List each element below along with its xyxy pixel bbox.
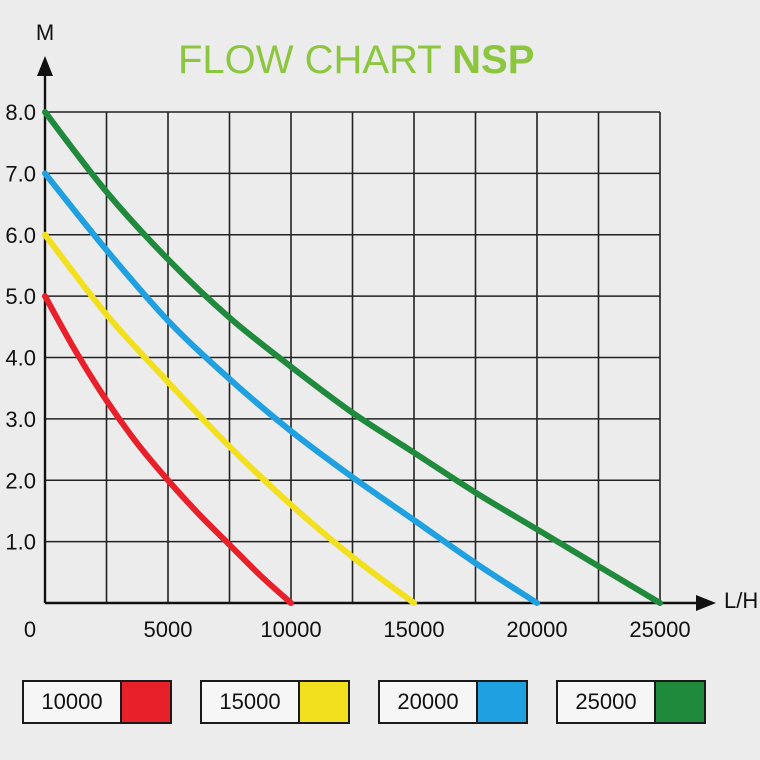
x-axis-arrow xyxy=(696,595,716,611)
x-tick-label: 5000 xyxy=(144,617,193,642)
legend-label: 20000 xyxy=(378,680,476,724)
flow-chart: 1.0 2.0 3.0 4.0 5.0 6.0 7.0 8.0 0 5000 10000 15000 2… xyxy=(5,20,758,642)
legend-swatch xyxy=(298,680,350,724)
y-tick-label: 5.0 xyxy=(5,284,36,309)
x-tick-label: 10000 xyxy=(260,617,321,642)
x-tick-label: 20000 xyxy=(506,617,567,642)
y-tick-label: 8.0 xyxy=(5,100,36,125)
y-axis-arrow xyxy=(37,56,53,76)
y-tick-label: 1.0 xyxy=(5,530,36,555)
series-line-10000 xyxy=(42,293,294,606)
y-tick-label: 6.0 xyxy=(5,223,36,248)
y-tick-label: 3.0 xyxy=(5,407,36,432)
legend-swatch xyxy=(476,680,528,724)
legend-swatch xyxy=(120,680,172,724)
x-tick-label: 15000 xyxy=(383,617,444,642)
y-tick-label: 7.0 xyxy=(5,161,36,186)
y-tick-label: 4.0 xyxy=(5,346,36,371)
legend-item: 15000 xyxy=(200,680,350,724)
series-line-25000 xyxy=(42,109,663,606)
legend-label: 10000 xyxy=(22,680,120,724)
legend-item: 25000 xyxy=(556,680,706,724)
legend-label: 25000 xyxy=(556,680,654,724)
x-tick-label: 25000 xyxy=(629,617,690,642)
chart-title: FLOW CHART NSP xyxy=(178,36,534,84)
legend-label: 15000 xyxy=(200,680,298,724)
legend-item: 10000 xyxy=(22,680,172,724)
x-axis-label: L/H xyxy=(724,588,758,613)
chart-title-bold: NSP xyxy=(452,38,535,82)
legend-swatch xyxy=(654,680,706,724)
x-tick-label: 0 xyxy=(24,617,36,642)
legend-item: 20000 xyxy=(378,680,528,724)
series-line-20000 xyxy=(42,170,540,606)
series-line-15000 xyxy=(42,231,417,606)
y-axis-label: M xyxy=(36,20,54,45)
y-tick-label: 2.0 xyxy=(5,468,36,493)
chart-title-regular: FLOW CHART xyxy=(178,38,441,82)
